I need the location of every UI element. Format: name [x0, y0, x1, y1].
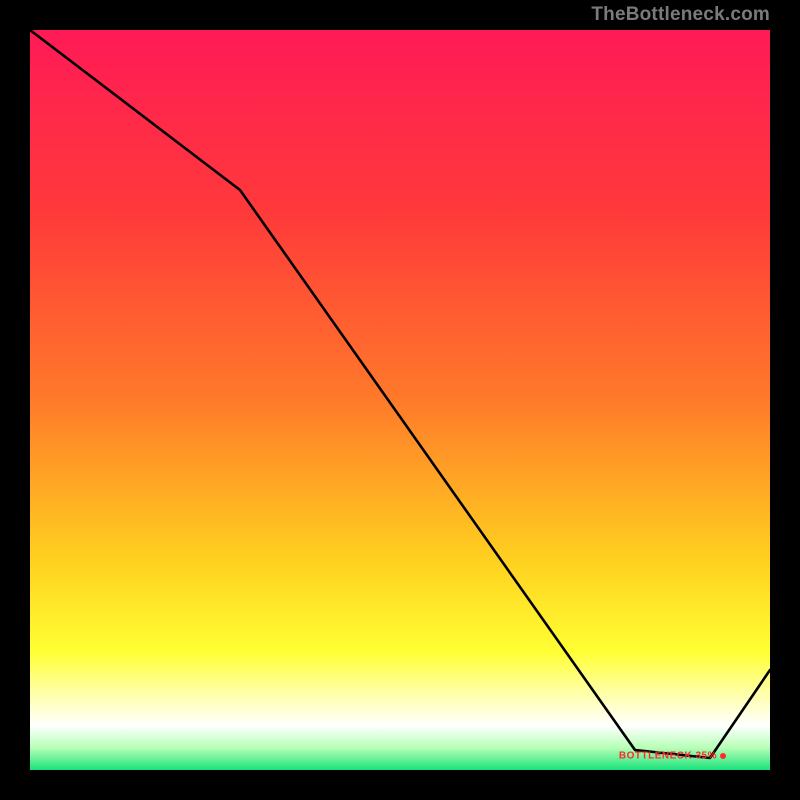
- plot-area: BOTTLENECK 35%: [30, 30, 770, 770]
- chart-container: TheBottleneck.com BOTTLENECK 35%: [0, 0, 800, 800]
- marker-dot-icon: [720, 753, 726, 759]
- marker-label: BOTTLENECK 35%: [619, 751, 717, 762]
- trend-polyline: [30, 30, 770, 758]
- trend-line: [30, 30, 770, 770]
- attribution-text: TheBottleneck.com: [591, 4, 770, 26]
